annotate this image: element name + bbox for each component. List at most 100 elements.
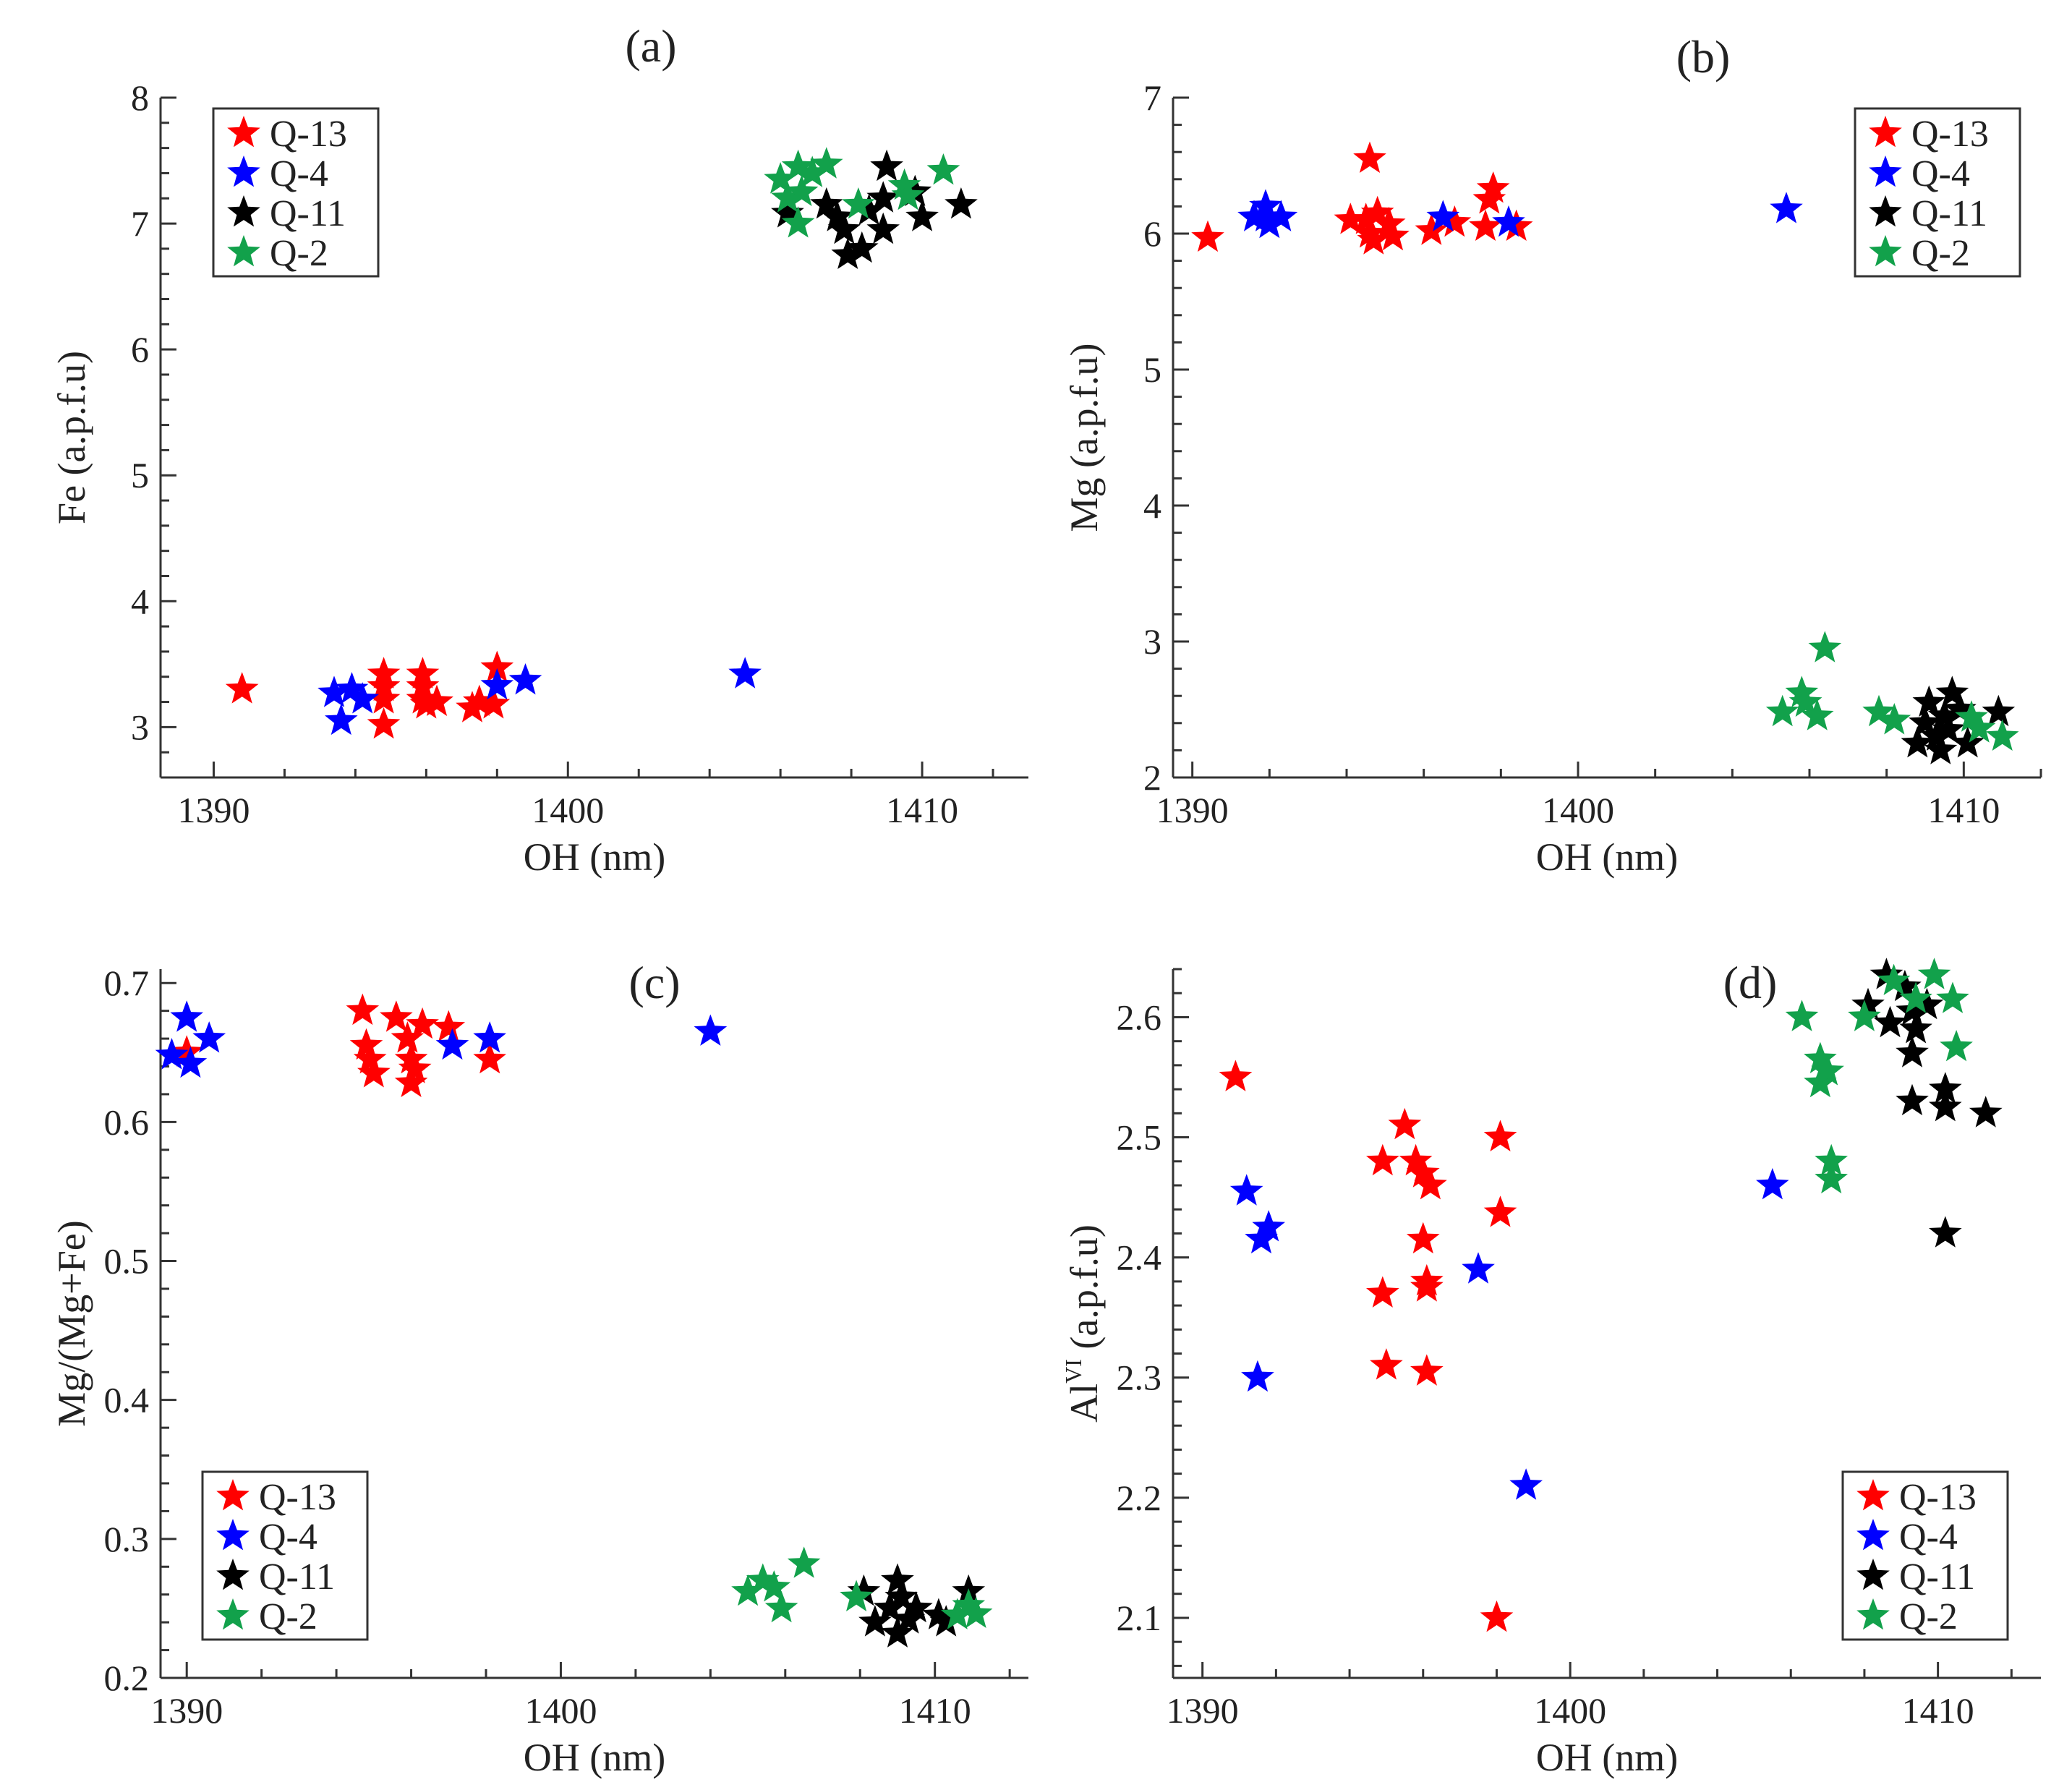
- data-point-star: [952, 1588, 986, 1620]
- data-point-star: [731, 1574, 764, 1606]
- legend-label: Q-11: [1899, 1556, 1975, 1598]
- data-point-star: [317, 675, 351, 707]
- legend-label: Q-11: [270, 193, 346, 234]
- chart-panel-2: 1390 1400 1410 2 3 4 5 6 7 OH (nm) Mg (a.p.f.u) (b)…: [1062, 31, 2042, 879]
- legend-label: Q-2: [1911, 233, 1970, 274]
- data-point-star: [873, 1590, 907, 1623]
- data-point-star: [1917, 958, 1951, 989]
- data-point-star: [473, 1021, 506, 1053]
- data-point-star: [394, 1041, 428, 1074]
- data-point-star: [1862, 694, 1896, 727]
- data-point-star: [1406, 1222, 1440, 1254]
- y-tick-label: 6: [1143, 213, 1161, 254]
- data-point-star: [1877, 703, 1911, 735]
- legend-marker-star: [1856, 1559, 1890, 1590]
- x-tick-label: 1410: [886, 790, 958, 830]
- data-point-star: [870, 149, 903, 182]
- data-point-star: [1462, 1252, 1495, 1284]
- data-point-star: [787, 1546, 821, 1578]
- data-point-star: [858, 1605, 892, 1637]
- y-axis-title: AlVI (a.p.f.u): [1060, 1224, 1106, 1423]
- legend-marker-star: [227, 235, 260, 267]
- data-point-star: [1438, 205, 1472, 237]
- y-tick-label: 2.4: [1117, 1237, 1162, 1278]
- data-point-star: [757, 1570, 791, 1602]
- data-point-star: [820, 200, 854, 231]
- data-point-star: [1476, 171, 1510, 203]
- legend-label: Q-13: [1911, 114, 1989, 155]
- data-point-star: [1372, 206, 1406, 239]
- data-point-star: [1785, 675, 1819, 707]
- y-tick-label: 2.5: [1117, 1117, 1162, 1158]
- panel-label: (a): [625, 20, 676, 72]
- data-point-star: [810, 147, 843, 179]
- data-point-star: [1912, 685, 1946, 717]
- chart-panel-4: 1390 1400 1410 2.1 2.2 2.3 2.4 2.5 2.6 OH (nm) AlV…: [1060, 957, 2041, 1779]
- data-point-star: [398, 1052, 432, 1083]
- y-tick-label: 3: [131, 707, 149, 747]
- data-point-star: [746, 1563, 780, 1595]
- data-point-star: [785, 174, 819, 206]
- panel-label: (c): [628, 957, 680, 1008]
- legend-label: Q-13: [1899, 1477, 1977, 1518]
- data-point-star: [840, 1580, 873, 1611]
- series-q-4: [1237, 189, 1803, 239]
- data-point-star: [1410, 1354, 1444, 1386]
- data-point-star: [1469, 209, 1502, 241]
- legend-marker-star: [227, 155, 260, 187]
- data-point-star: [1932, 712, 1965, 744]
- legend-label: Q-4: [1911, 153, 1970, 195]
- panel-label: (d): [1723, 957, 1778, 1008]
- x-axis-title: OH (nm): [524, 1736, 665, 1779]
- legend-label: Q-4: [1899, 1517, 1958, 1558]
- data-point-star: [781, 149, 815, 182]
- data-point-star: [771, 196, 804, 228]
- x-tick-label: 1390: [150, 1690, 223, 1731]
- y-tick-label: 7: [131, 203, 149, 244]
- data-point-star: [881, 1616, 914, 1648]
- data-point-star: [900, 1590, 933, 1623]
- y-tick-label: 3: [1143, 621, 1161, 662]
- legend-label: Q-2: [270, 233, 328, 274]
- data-point-star: [508, 663, 542, 695]
- legend-label: Q-4: [270, 153, 328, 195]
- data-point-star: [1877, 963, 1911, 995]
- data-point-star: [380, 1000, 413, 1032]
- legend-marker-star: [1869, 235, 1902, 267]
- data-point-star: [1924, 733, 1958, 764]
- data-point-star: [1848, 1000, 1881, 1031]
- data-point-star: [1360, 195, 1394, 228]
- y-axis-title: Mg/(Mg+Fe): [50, 1220, 93, 1426]
- data-point-star: [827, 212, 861, 244]
- data-point-star: [1955, 700, 1988, 732]
- data-point-star: [1985, 719, 2019, 751]
- data-point-star: [1896, 994, 1929, 1026]
- series-q-2: [1765, 631, 2019, 751]
- series-q-11: [1851, 958, 2003, 1248]
- x-axis-title: OH (nm): [1536, 1736, 1678, 1779]
- data-point-star: [1353, 141, 1386, 173]
- data-point-star: [1229, 1174, 1263, 1206]
- data-point-star: [945, 187, 978, 219]
- data-point-star: [225, 672, 259, 704]
- y-axis-title: Fe (a.p.f.u): [50, 351, 93, 524]
- data-point-star: [1962, 711, 1996, 743]
- panel-label: (b): [1676, 31, 1731, 82]
- y-tick-label: 0.2: [104, 1658, 150, 1698]
- data-point-star: [764, 1590, 798, 1623]
- data-point-star: [845, 231, 879, 263]
- data-point-star: [353, 1041, 387, 1074]
- data-point-star: [926, 153, 960, 185]
- legend: Q-13Q-4Q-11Q-2: [201, 1470, 369, 1641]
- data-point-star: [887, 168, 921, 200]
- data-point-star: [959, 1596, 993, 1628]
- series-q-4: [1229, 1168, 1789, 1500]
- data-point-star: [1896, 1083, 1929, 1116]
- series-q-13: [225, 650, 514, 739]
- data-point-star: [477, 687, 511, 719]
- series-q-4: [317, 657, 762, 736]
- data-point-star: [1252, 1210, 1285, 1242]
- data-point-star: [480, 668, 514, 700]
- legend-label: Q-13: [270, 114, 347, 155]
